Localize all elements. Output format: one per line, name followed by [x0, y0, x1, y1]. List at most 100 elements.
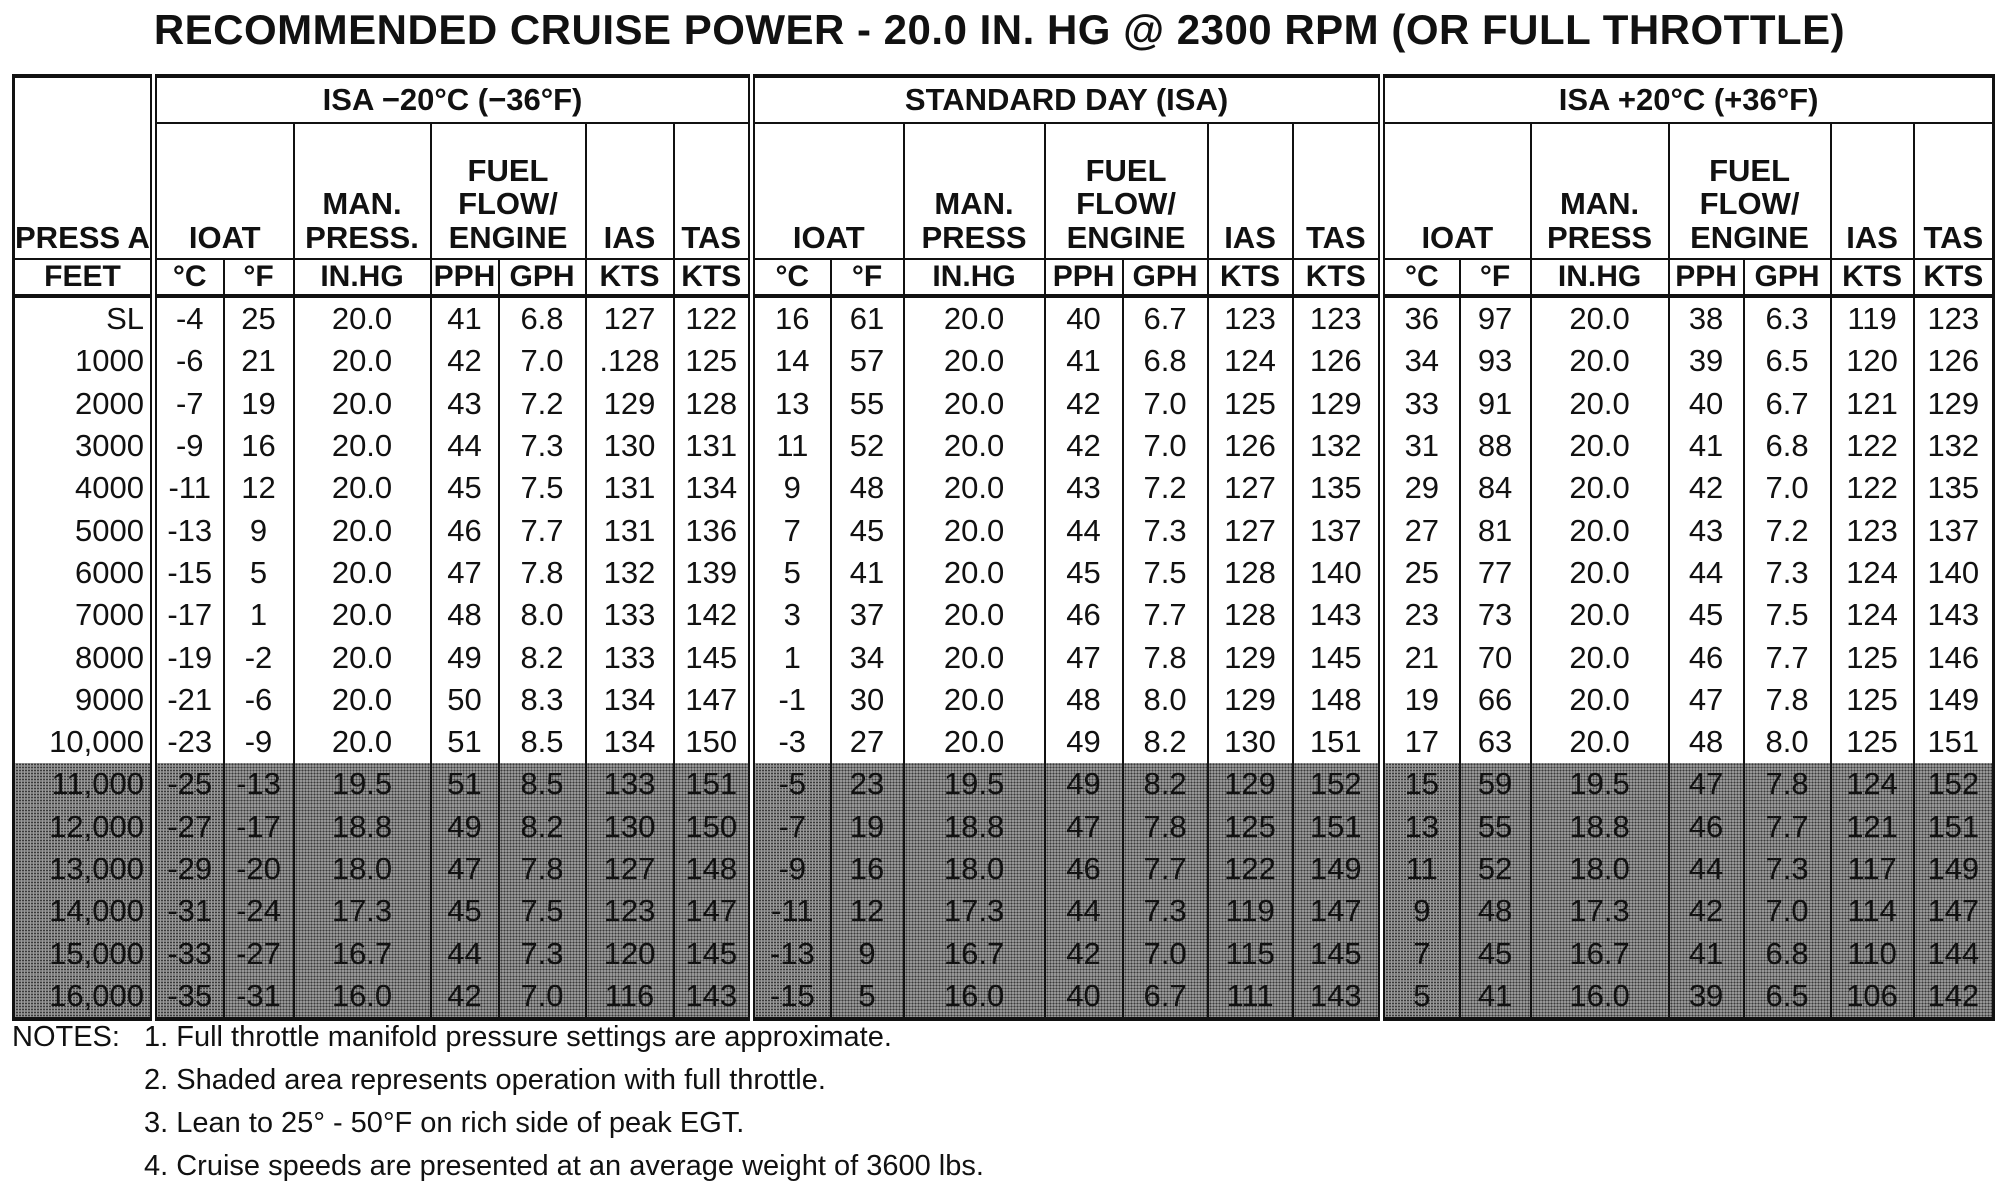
ioat-f-cell: 21 [222, 340, 294, 383]
ioat-f-cell: 73 [1458, 594, 1531, 637]
tas-cell: 135 [1912, 467, 1994, 510]
tas-cell: 136 [672, 509, 752, 552]
unit-pph: PPH [1667, 258, 1744, 298]
fuel-pph-cell: 41 [1043, 340, 1123, 383]
tas-cell: 140 [1291, 551, 1382, 595]
ioat-c-cell: -7 [748, 805, 831, 848]
ioat-f-cell: 55 [1458, 805, 1531, 848]
ioat-c-cell: 36 [1378, 296, 1460, 341]
fuel-gph-cell: 7.2 [497, 382, 586, 425]
ioat-c-cell: 17 [1378, 720, 1460, 764]
fuel-pph-cell: 43 [429, 382, 499, 425]
ias-cell: 134 [584, 720, 674, 764]
tas-cell: 142 [672, 594, 752, 637]
ias-cell: 127 [1206, 467, 1293, 510]
fuel-pph-cell: 49 [1043, 720, 1123, 764]
ias-cell: 133 [584, 636, 674, 679]
ioat-c-cell: -9 [150, 424, 224, 468]
man-press-cell: 18.8 [902, 805, 1045, 848]
ias-cell: 125 [1829, 636, 1914, 679]
fuel-gph-cell: 7.2 [1742, 509, 1831, 552]
ioat-f-cell: -27 [222, 932, 294, 975]
ias-cell: 124 [1829, 763, 1914, 806]
ioat-c-cell: -29 [150, 847, 224, 891]
ioat-c-cell: -4 [150, 296, 224, 341]
tas-cell: 145 [672, 636, 752, 679]
press-alt-header: PRESS ALT. [12, 76, 154, 260]
press-alt-cell: 11,000 [12, 763, 154, 806]
ioat-f-cell: 45 [829, 509, 904, 552]
fuel-flow-header: FUEL FLOW/ ENGINE [429, 123, 586, 259]
ioat-c-cell: 29 [1378, 467, 1460, 510]
unit-pph: PPH [1043, 258, 1123, 298]
ias-cell: 106 [1829, 974, 1914, 1020]
tas-cell: 143 [672, 974, 752, 1020]
fuel-pph-cell: 42 [1667, 467, 1744, 510]
fuel-gph-cell: 8.0 [1742, 720, 1831, 764]
unit-inhg: IN.HG [292, 258, 431, 298]
fuel-gph-cell: 6.8 [1742, 932, 1831, 975]
fuel-gph-cell: 7.8 [497, 551, 586, 595]
ias-cell: 116 [584, 974, 674, 1020]
fuel-pph-cell: 48 [1667, 720, 1744, 764]
ias-cell: 130 [584, 805, 674, 848]
fuel-pph-cell: 41 [1667, 932, 1744, 975]
fuel-pph-cell: 49 [1043, 763, 1123, 806]
press-alt-cell: 14,000 [12, 890, 154, 933]
fuel-pph-cell: 40 [1043, 296, 1123, 341]
ioat-c-cell: -11 [748, 890, 831, 933]
ias-cell: 111 [1206, 974, 1293, 1020]
unit-kts: KTS [1291, 258, 1382, 298]
tas-cell: 148 [1291, 678, 1382, 721]
ioat-c-cell: 25 [1378, 551, 1460, 595]
tas-cell: 132 [1912, 424, 1994, 468]
fuel-gph-cell: 7.8 [1742, 763, 1831, 806]
man-press-cell: 19.5 [292, 763, 431, 806]
tas-cell: 148 [672, 847, 752, 891]
fuel-gph-cell: 7.7 [1742, 636, 1831, 679]
fuel-pph-cell: 45 [429, 890, 499, 933]
ias-cell: 131 [584, 467, 674, 510]
fuel-pph-cell: 45 [429, 467, 499, 510]
ioat-f-cell: 81 [1458, 509, 1531, 552]
ias-cell: 129 [584, 382, 674, 425]
fuel-gph-cell: 8.3 [497, 678, 586, 721]
press-alt-cell: 7000 [12, 594, 154, 637]
cruise-power-table: PRESS ALT. ISA −20°C (−36°F) STANDARD DA… [12, 74, 1996, 1022]
man-press-cell: 18.0 [902, 847, 1045, 891]
fuel-gph-cell: 7.5 [1121, 551, 1208, 595]
table-row: 4000 -11 12 20.0 45 7.5 131 134 9 48 20.0 43 7.2 127 1… [12, 467, 1994, 510]
table-row: 2000 -7 19 20.0 43 7.2 129 128 13 55 20.0 42 7.0 125 1… [12, 382, 1994, 425]
ioat-f-cell: -13 [222, 763, 294, 806]
ias-cell: 125 [1829, 720, 1914, 764]
fuel-pph-cell: 39 [1667, 974, 1744, 1020]
ioat-f-cell: 5 [829, 974, 904, 1020]
table-row: SL -4 25 20.0 41 6.8 127 122 16 61 20.0 40 6.7 123 123… [12, 296, 1994, 341]
ias-cell: 125 [1829, 678, 1914, 721]
ioat-f-cell: 9 [829, 932, 904, 975]
note-item: 3. Lean to 25° - 50°F on rich side of pe… [144, 1107, 745, 1139]
fuel-gph-cell: 8.2 [497, 636, 586, 679]
fuel-gph-cell: 6.7 [1121, 974, 1208, 1020]
tas-cell: 126 [1291, 340, 1382, 383]
fuel-pph-cell: 51 [429, 720, 499, 764]
ioat-f-cell: -9 [222, 720, 294, 764]
tas-cell: 129 [1912, 382, 1994, 425]
ioat-c-cell: 21 [1378, 636, 1460, 679]
fuel-pph-cell: 45 [1667, 594, 1744, 637]
fuel-pph-cell: 44 [1043, 890, 1123, 933]
fuel-pph-cell: 38 [1667, 296, 1744, 341]
unit-inhg: IN.HG [902, 258, 1045, 298]
tas-cell: 123 [1912, 296, 1994, 341]
ioat-c-cell: 23 [1378, 594, 1460, 637]
fuel-pph-cell: 42 [1043, 382, 1123, 425]
fuel-gph-cell: 6.8 [1742, 424, 1831, 468]
ioat-c-cell: -11 [150, 467, 224, 510]
ioat-f-cell: 30 [829, 678, 904, 721]
ioat-c-cell: 33 [1378, 382, 1460, 425]
fuel-gph-cell: 8.5 [497, 720, 586, 764]
ioat-c-cell: 11 [1378, 847, 1460, 891]
fuel-pph-cell: 46 [429, 509, 499, 552]
ioat-f-cell: 19 [222, 382, 294, 425]
man-press-cell: 16.7 [1529, 932, 1669, 975]
